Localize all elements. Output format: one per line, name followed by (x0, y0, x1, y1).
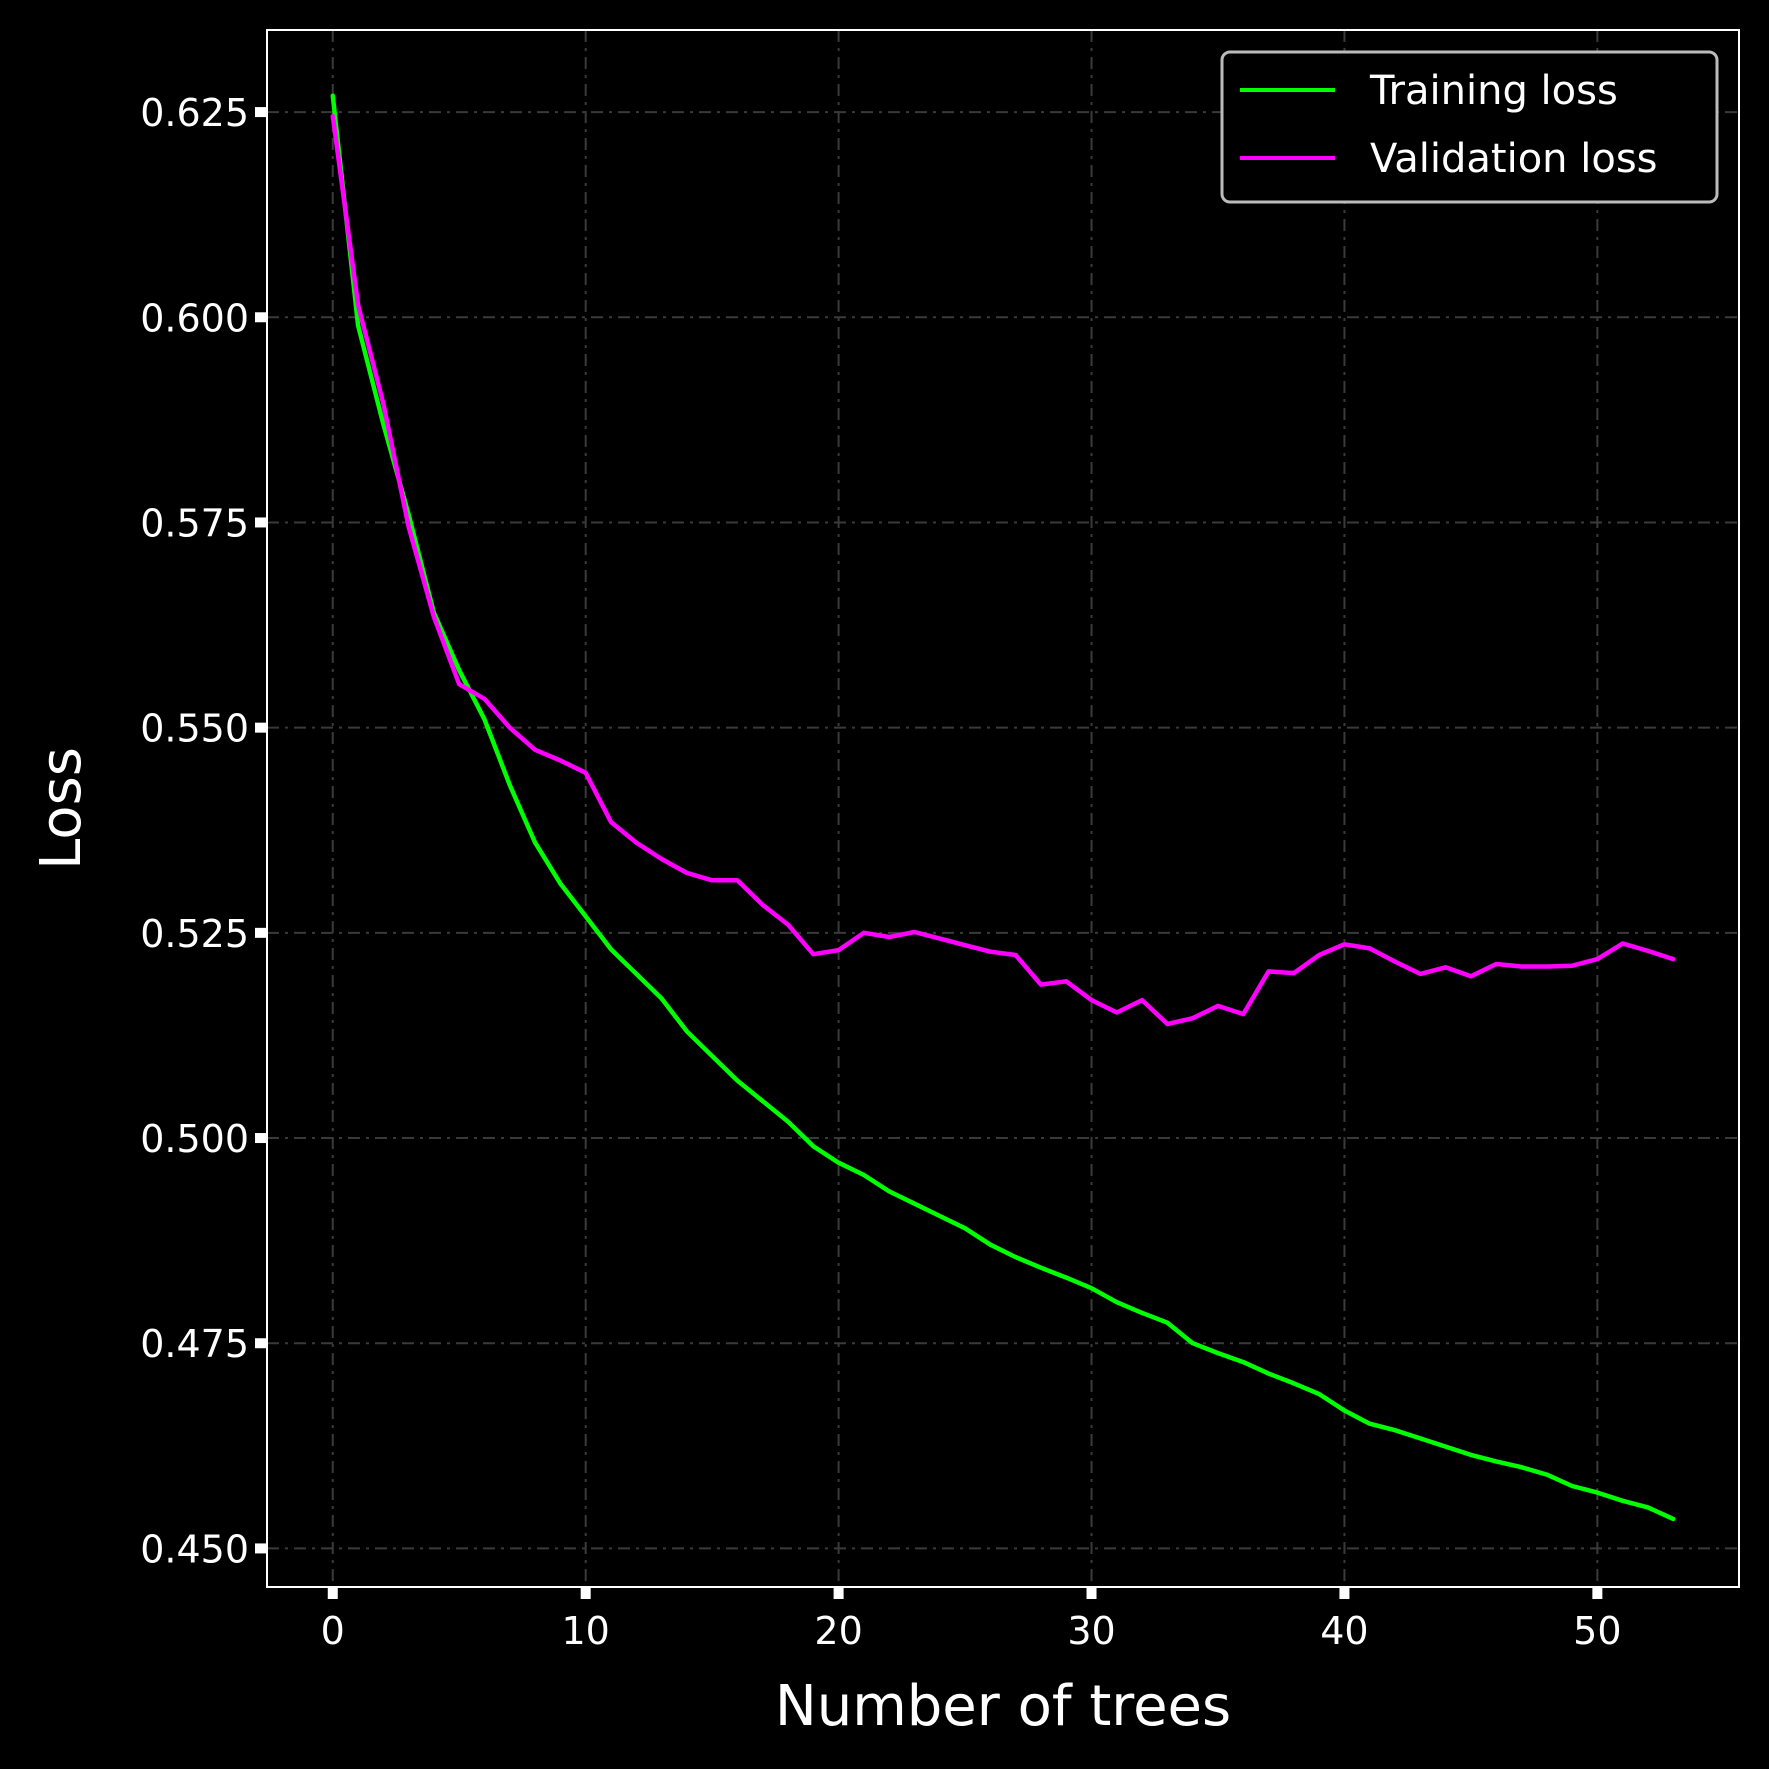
y-tick-label: 0.550 (140, 707, 249, 751)
x-tick-label: 30 (1067, 1609, 1115, 1653)
plot-area-frame (266, 29, 1740, 1588)
series-line-validation (330, 113, 1676, 1027)
y-axis-ticks: 0.450 0.475 0.500 0.525 0.550 0.575 0.600 0.625 (140, 91, 267, 1571)
x-tick-label: 10 (562, 1609, 610, 1653)
legend-box (1220, 50, 1719, 204)
y-tick-label: 0.600 (140, 296, 249, 340)
x-tick-label: 40 (1320, 1609, 1368, 1653)
legend: Training loss Validation loss (1220, 50, 1719, 204)
y-axis-title: Loss (29, 747, 94, 870)
legend-label-validation: Validation loss (1370, 136, 1658, 182)
y-tick-label: 0.475 (140, 1322, 249, 1366)
y-tick-label: 0.525 (140, 912, 249, 956)
legend-label-training: Training loss (1369, 68, 1618, 114)
x-tick-label: 50 (1573, 1609, 1621, 1653)
x-tick-label: 20 (814, 1609, 862, 1653)
y-tick-label: 0.575 (140, 501, 249, 545)
x-tick-label: 0 (321, 1609, 345, 1653)
y-tick-label: 0.625 (140, 91, 249, 135)
x-axis-title: Number of trees (775, 1674, 1231, 1739)
series-line-training (330, 93, 1676, 1522)
y-tick-label: 0.500 (140, 1117, 249, 1161)
y-tick-label: 0.450 (140, 1527, 249, 1571)
series-lines (330, 93, 1676, 1522)
x-axis-ticks: 0 10 20 30 40 50 (321, 1587, 1622, 1653)
